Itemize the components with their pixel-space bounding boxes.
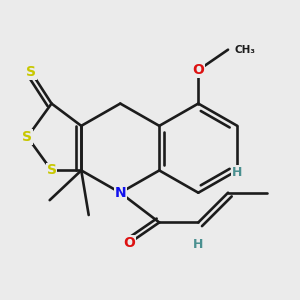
Text: S: S [46,164,56,177]
Text: O: O [192,63,204,77]
Text: N: N [115,186,126,200]
Text: CH₃: CH₃ [235,45,256,55]
Text: S: S [26,65,36,79]
Text: H: H [193,238,203,251]
Text: S: S [22,130,32,144]
Text: H: H [232,166,242,179]
Text: O: O [124,236,136,250]
